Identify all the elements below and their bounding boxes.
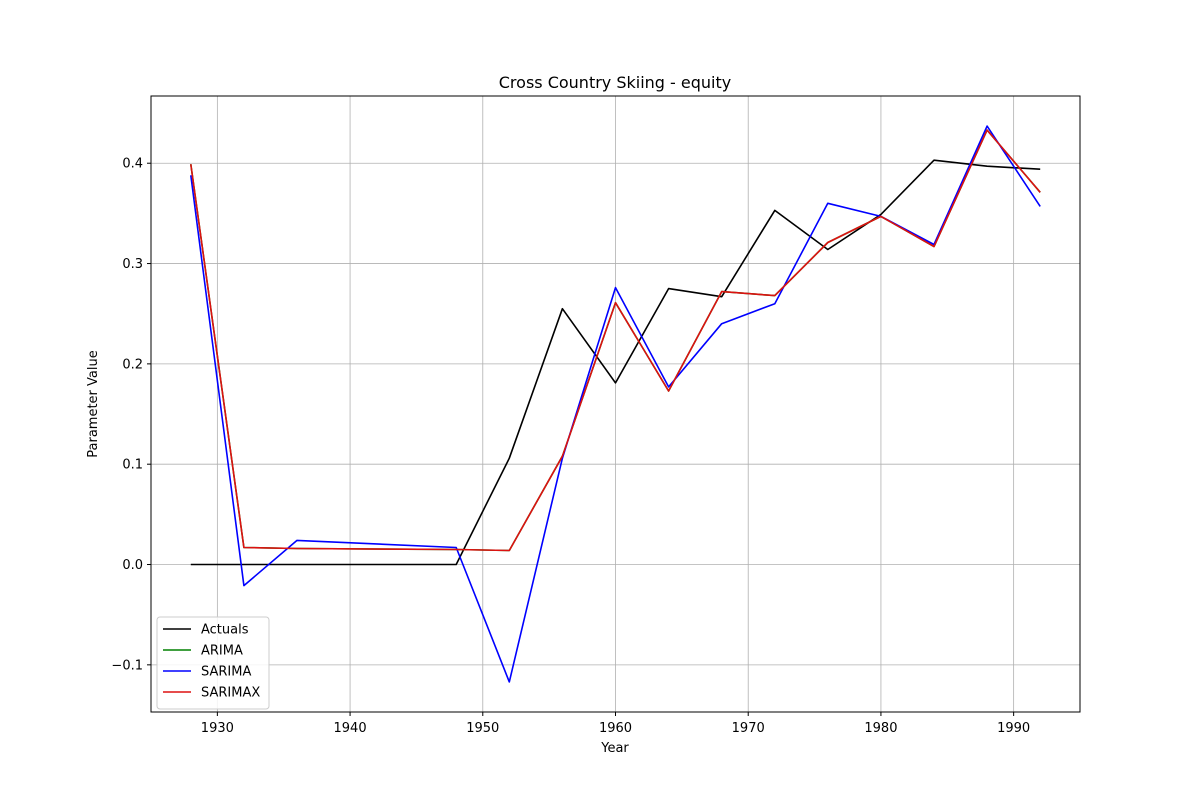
y-tick-label: 0.2: [122, 357, 143, 372]
x-tick-label: 1940: [334, 721, 367, 736]
y-tick-label: −0.1: [111, 658, 143, 673]
legend-label-actuals: Actuals: [201, 623, 249, 638]
x-tick-label: 1980: [864, 721, 897, 736]
legend-label-sarima: SARIMA: [201, 665, 251, 680]
y-tick-label: 0.1: [122, 458, 143, 473]
x-tick-label: 1930: [201, 721, 234, 736]
series-line-actuals: [190, 159, 1041, 566]
x-tick-label: 1950: [466, 721, 499, 736]
legend-label-arima: ARIMA: [201, 644, 243, 659]
series-line-sarima: [190, 125, 1041, 683]
legend-box: [156, 616, 270, 710]
series-line-sarimax: [190, 129, 1041, 552]
chart-title: Cross Country Skiing - equity: [499, 73, 731, 92]
legend-label-sarimax: SARIMAX: [201, 686, 260, 701]
x-tick-label: 1970: [732, 721, 765, 736]
series-layer: [190, 125, 1041, 683]
y-axis-label: Parameter Value: [86, 350, 101, 457]
y-tick-label: 0.0: [122, 558, 143, 573]
y-axis-ticks: −0.1 0.0 0.1 0.2 0.3 0.4: [111, 157, 151, 673]
x-axis-label: Year: [600, 741, 629, 756]
x-axis-ticks: 1930 1940 1950 1960 1970 1980 1990: [201, 712, 1030, 736]
y-tick-label: 0.4: [122, 157, 143, 172]
y-tick-label: 0.3: [122, 257, 143, 272]
x-tick-label: 1990: [997, 721, 1030, 736]
x-tick-label: 1960: [599, 721, 632, 736]
legend: Actuals ARIMA SARIMA SARIMAX: [156, 616, 270, 710]
